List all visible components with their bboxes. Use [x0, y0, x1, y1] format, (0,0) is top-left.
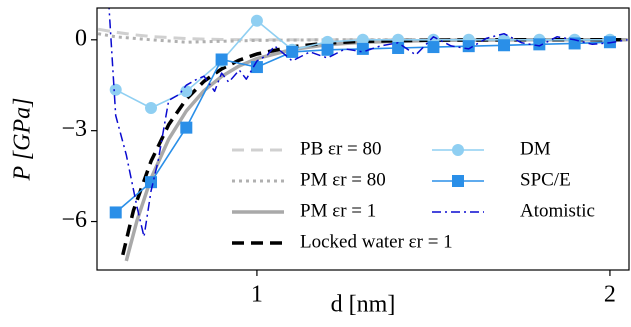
legend-label: PB εr = 80	[300, 138, 382, 159]
point	[109, 83, 122, 96]
series-line	[97, 27, 628, 42]
series-line	[97, 32, 628, 44]
point	[321, 43, 334, 56]
point	[462, 40, 475, 53]
point	[392, 41, 405, 54]
point	[533, 38, 546, 51]
legend-label: PM εr = 80	[300, 169, 386, 190]
point	[427, 41, 440, 54]
y-tick-label: −3	[61, 116, 87, 142]
plot-area	[97, 8, 628, 262]
legend-label: Locked water εr = 1	[300, 231, 453, 252]
axes-frame	[96, 7, 630, 271]
x-tick-label: 2	[604, 282, 616, 308]
y-axis-label: P [GPa]	[10, 98, 36, 182]
legend-label: PM εr = 1	[300, 200, 376, 221]
point	[286, 45, 299, 58]
y-tick-label: −6	[61, 207, 87, 233]
legend-marker	[452, 144, 464, 156]
legend-label: Atomistic	[520, 200, 595, 221]
point	[250, 14, 263, 27]
legend-label: DM	[520, 138, 551, 159]
point	[180, 85, 193, 98]
x-axis-label: d [nm]	[331, 292, 396, 318]
point	[356, 42, 369, 55]
point	[145, 176, 158, 189]
series-line	[108, 8, 628, 238]
point	[356, 33, 369, 46]
y-tick-label: 0	[75, 25, 87, 51]
point	[145, 101, 158, 114]
legend-label: SPC/E	[520, 169, 571, 190]
point	[180, 121, 193, 134]
point	[250, 61, 263, 74]
point	[109, 206, 122, 219]
legend-marker	[452, 175, 464, 187]
point	[215, 53, 228, 66]
point	[498, 39, 511, 52]
x-tick-label: 1	[251, 282, 263, 308]
